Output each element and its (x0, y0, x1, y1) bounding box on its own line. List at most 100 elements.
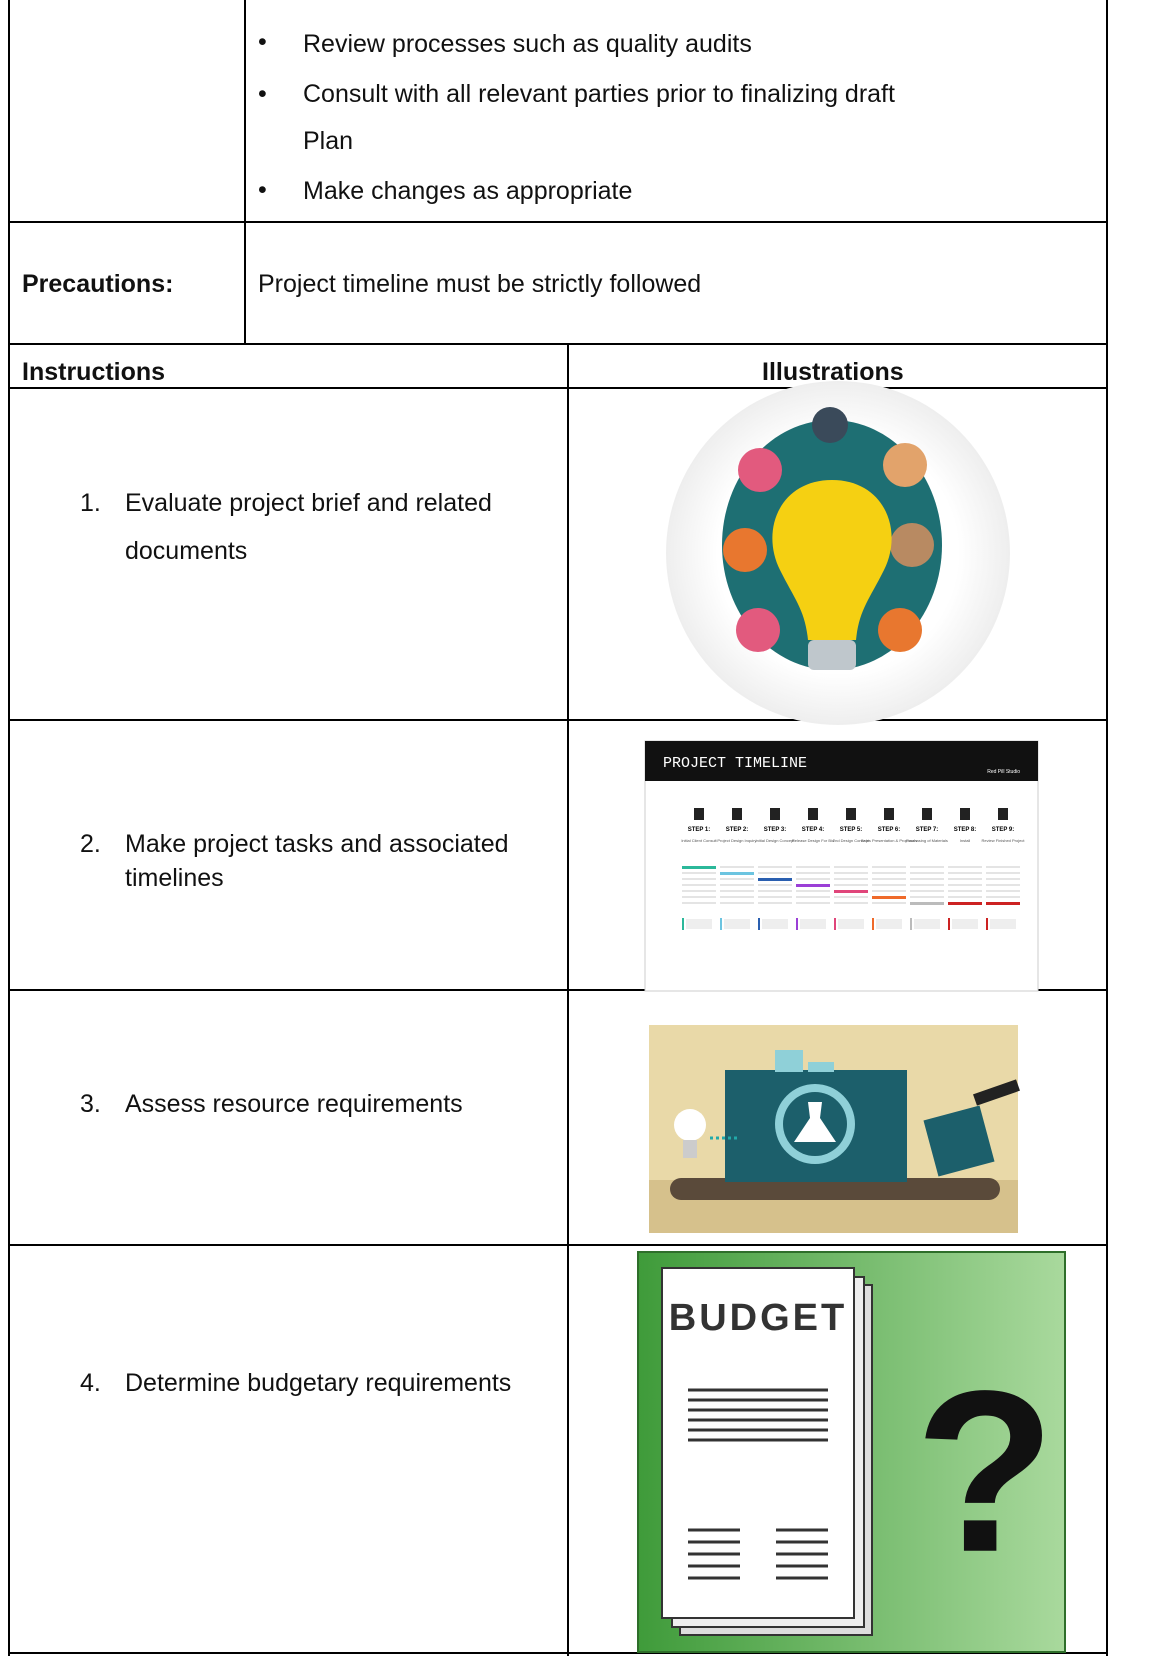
step-icon (732, 808, 742, 820)
timeline-note-text (686, 919, 712, 929)
step-name: Release Design For Bid (792, 838, 834, 843)
bullet-continued: Plan (303, 127, 354, 155)
bullet: Review processes such as quality audits (303, 30, 752, 58)
timeline-bar (910, 902, 944, 905)
timeline-cell (720, 890, 754, 892)
timeline-cell (720, 884, 754, 886)
timeline-brand: Red Pill Studio (987, 769, 1020, 775)
timeline-note (758, 918, 760, 930)
timeline-cell (682, 896, 716, 898)
timeline-cell (872, 866, 906, 868)
timeline-cell (834, 866, 868, 868)
step-number: 2. (80, 830, 101, 858)
border (8, 719, 1108, 721)
precautions-text: Project timeline must be strictly follow… (258, 270, 702, 298)
step-icon (922, 808, 932, 820)
border (1106, 0, 1108, 1656)
timeline-cell (796, 872, 830, 874)
timeline-cell (834, 878, 868, 880)
step-icon (770, 808, 780, 820)
bullet: Make changes as appropriate (303, 177, 633, 205)
timeline-note (682, 918, 684, 930)
timeline-cell (910, 872, 944, 874)
timeline-cell (720, 896, 754, 898)
timeline-note (720, 918, 722, 930)
timeline-bar (720, 872, 754, 875)
timeline-cell (986, 884, 1020, 886)
step-label: STEP 4: (802, 827, 825, 833)
column-header: Instructions (22, 358, 166, 386)
border (8, 1244, 1108, 1246)
step-label: STEP 5: (840, 827, 863, 833)
timeline-note-text (838, 919, 864, 929)
budget-title: BUDGET (669, 1297, 847, 1339)
timeline-cell (872, 902, 906, 904)
timeline-cell (872, 872, 906, 874)
step-text: timelines (125, 864, 224, 892)
timeline-bar (872, 896, 906, 899)
timeline-cell (872, 884, 906, 886)
timeline-cell (986, 872, 1020, 874)
timeline-bar (834, 890, 868, 893)
border (8, 1652, 1108, 1654)
border (8, 387, 1108, 389)
timeline-bar (948, 902, 982, 905)
step-icon (694, 808, 704, 820)
timeline-cell (872, 890, 906, 892)
timeline-note-text (876, 919, 902, 929)
timeline-cell (948, 896, 982, 898)
step-number: 1. (80, 489, 101, 517)
step-label: STEP 8: (954, 827, 977, 833)
timeline-note (796, 918, 798, 930)
step-label: STEP 9: (992, 827, 1015, 833)
border (244, 0, 246, 344)
timeline-cell (986, 866, 1020, 868)
timeline-cell (758, 890, 792, 892)
step-text: Evaluate project brief and related (125, 489, 492, 517)
timeline-cell (948, 872, 982, 874)
border (567, 344, 569, 1656)
timeline-cell (834, 896, 868, 898)
timeline-cell (796, 890, 830, 892)
timeline-note-text (724, 919, 750, 929)
timeline-cell (682, 884, 716, 886)
step-name: Install (960, 838, 971, 843)
step-name: Sales Presentation & Proposals (861, 838, 917, 843)
step-text: documents (125, 537, 248, 565)
timeline-cell (682, 902, 716, 904)
step-text: Determine budgetary requirements (125, 1369, 512, 1397)
step-label: STEP 3: (764, 827, 787, 833)
timeline-cell (758, 872, 792, 874)
timeline-cell (986, 896, 1020, 898)
timeline-note-text (800, 919, 826, 929)
timeline-bar (682, 866, 716, 869)
timeline-cell (986, 890, 1020, 892)
timeline-cell (796, 902, 830, 904)
step-icon (998, 808, 1008, 820)
step-name: Initial Design Concept (756, 838, 796, 843)
meeting-illustration (666, 381, 1010, 725)
timeline-illustration: PROJECT TIMELINE Red Pill Studio STEP 1:… (644, 740, 1039, 992)
step-label: STEP 2: (726, 827, 749, 833)
timeline-title: PROJECT TIMELINE (663, 755, 807, 772)
timeline-cell (796, 896, 830, 898)
timeline-cell (720, 878, 754, 880)
step-name: Purchasing of Materials (906, 838, 948, 843)
timeline-cell (758, 866, 792, 868)
budget-illustration: BUDGET ? (637, 1251, 1066, 1653)
timeline-cell (758, 902, 792, 904)
timeline-cell (910, 890, 944, 892)
step-name: Initial Client Consult (681, 838, 717, 843)
step-label: STEP 6: (878, 827, 901, 833)
timeline-cell (910, 896, 944, 898)
timeline-note-text (914, 919, 940, 929)
timeline-note (872, 918, 874, 930)
timeline-note (910, 918, 912, 930)
step-text: Assess resource requirements (125, 1090, 463, 1118)
timeline-note (834, 918, 836, 930)
step-label: STEP 1: (688, 827, 711, 833)
timeline-cell (682, 878, 716, 880)
timeline-cell (758, 896, 792, 898)
timeline-cell (948, 878, 982, 880)
